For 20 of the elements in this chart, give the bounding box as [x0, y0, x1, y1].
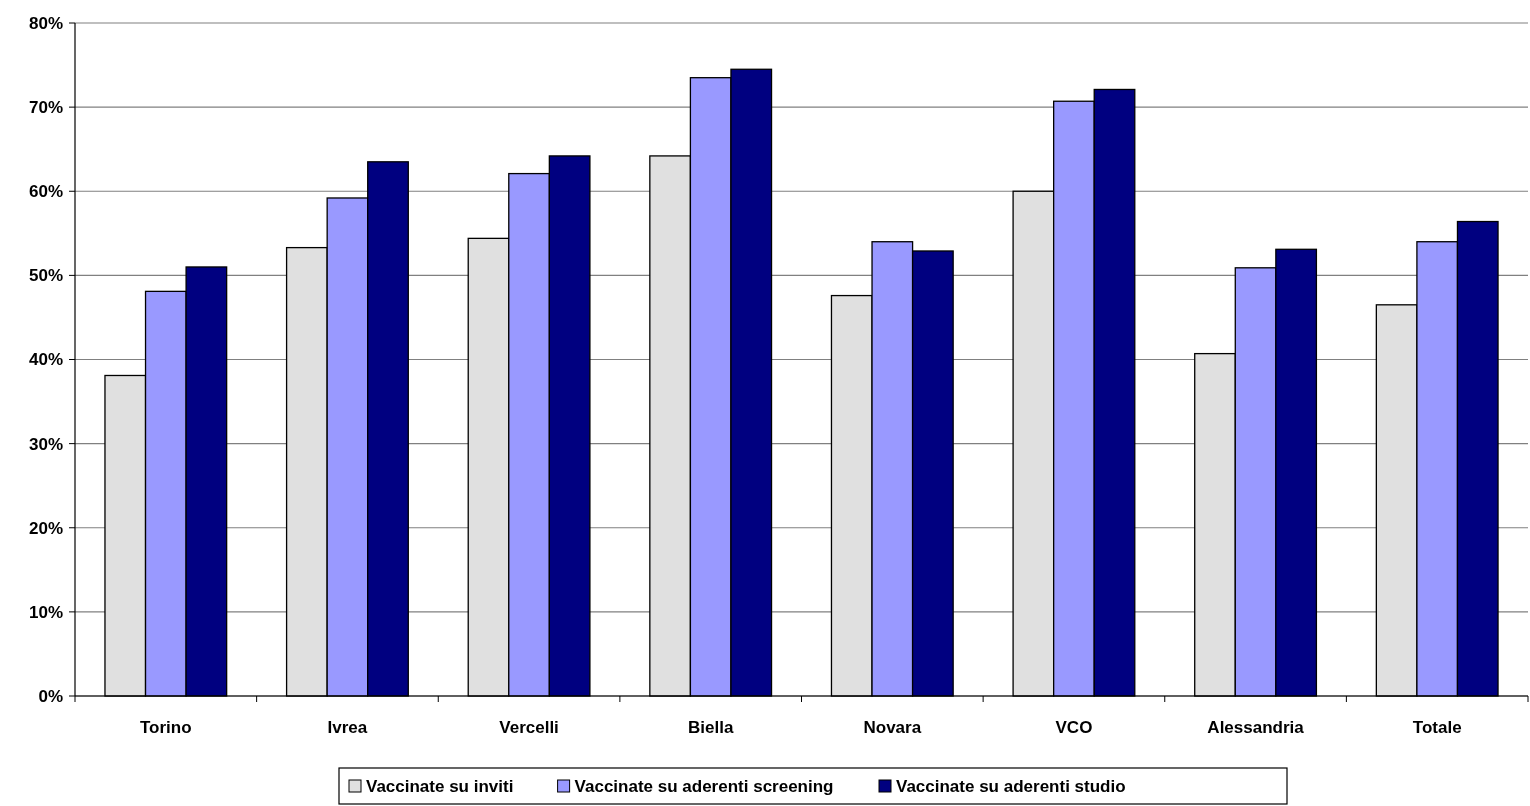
y-tick-label: 60%: [28, 182, 63, 202]
y-tick-label: 80%: [28, 13, 63, 33]
x-tick-label: Totale: [1412, 718, 1462, 737]
x-tick-label: Biella: [688, 718, 734, 737]
x-tick-label: Ivrea: [327, 718, 368, 737]
x-tick-label: Alessandria: [1207, 718, 1305, 737]
x-tick-label: Vercelli: [499, 718, 559, 737]
legend-label: Vaccinate su aderenti studio: [896, 776, 1126, 796]
legend-label: Vaccinate su inviti: [366, 776, 514, 796]
y-tick-label: 10%: [28, 602, 63, 622]
y-tick-label: 40%: [28, 350, 63, 370]
y-tick-label: 50%: [28, 266, 63, 286]
y-tick-label: 20%: [28, 518, 63, 538]
x-tick-label: Novara: [863, 718, 922, 737]
legend-label: Vaccinate su aderenti screening: [574, 776, 834, 796]
y-tick-label: 0%: [38, 686, 63, 706]
y-tick-label: 30%: [28, 434, 63, 454]
x-tick-label: VCO: [1055, 718, 1093, 737]
y-tick-label: 70%: [28, 98, 63, 118]
x-tick-label: Torino: [140, 718, 192, 737]
